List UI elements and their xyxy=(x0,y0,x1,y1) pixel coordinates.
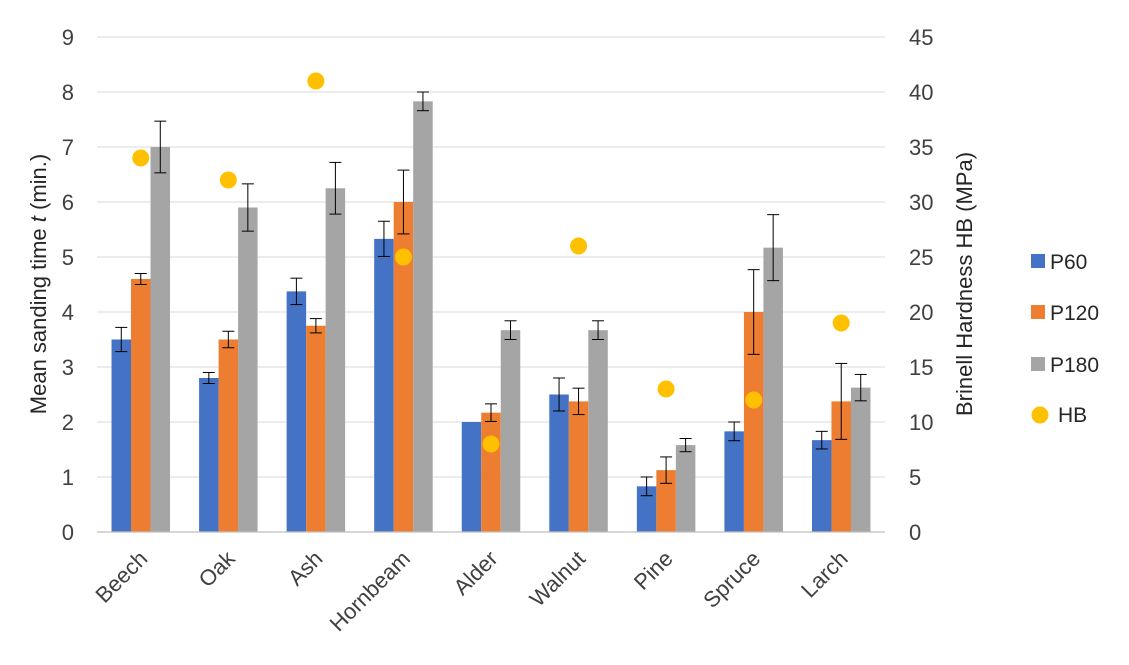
error-bars xyxy=(115,91,867,497)
category-label-hornbeam: Hornbeam xyxy=(325,546,415,636)
bar-p120-hornbeam xyxy=(393,202,414,532)
category-label-oak: Oak xyxy=(194,545,241,592)
bar-p120-walnut xyxy=(568,401,589,532)
y-tick-label: 7 xyxy=(62,135,74,160)
bar-p180-larch xyxy=(850,387,871,532)
legend-swatch-p120 xyxy=(1031,305,1045,319)
hb-point-pine xyxy=(657,380,675,398)
legend-label-hb: HB xyxy=(1058,404,1087,427)
y-axis-title: Mean sanding time t (min.) xyxy=(26,154,51,414)
bar-p60-walnut xyxy=(549,394,569,532)
y-tick-label: 6 xyxy=(62,190,74,215)
bar-p60-ash xyxy=(286,291,307,532)
category-label-spruce: Spruce xyxy=(698,546,765,613)
y-tick-label: 0 xyxy=(62,520,74,545)
bars xyxy=(111,101,871,532)
hb-point-oak xyxy=(219,171,237,189)
y2-tick-label: 10 xyxy=(909,410,933,435)
bar-p120-beech xyxy=(131,279,151,532)
bar-p60-alder xyxy=(461,422,482,532)
bar-p120-ash xyxy=(306,325,326,532)
bar-p60-oak xyxy=(199,378,219,532)
y2-tick-label: 0 xyxy=(909,520,921,545)
hb-point-alder xyxy=(482,435,500,453)
y2-tick-label: 40 xyxy=(909,80,933,105)
bar-p180-oak xyxy=(238,207,258,532)
bar-p120-pine xyxy=(656,470,676,532)
legend-marker-hb xyxy=(1031,406,1049,424)
legend-label-p180: P180 xyxy=(1050,354,1099,377)
bar-p180-hornbeam xyxy=(413,101,433,532)
legend-swatch-p60 xyxy=(1031,254,1045,268)
y-tick-label: 9 xyxy=(62,25,74,50)
hb-point-ash xyxy=(307,72,325,90)
legend-label-p60: P60 xyxy=(1050,251,1087,274)
bar-p180-ash xyxy=(325,188,346,532)
hb-point-spruce xyxy=(745,391,763,409)
hb-point-larch xyxy=(832,314,850,332)
bar-p180-pine xyxy=(675,445,696,532)
y-tick-label: 1 xyxy=(62,465,74,490)
hb-points xyxy=(132,72,850,453)
legend-item-p60: P60 xyxy=(1031,251,1087,274)
bar-p60-larch xyxy=(811,440,832,532)
bar-p180-walnut xyxy=(588,330,608,532)
category-label-alder: Alder xyxy=(449,546,503,600)
y2-tick-label: 45 xyxy=(909,25,933,50)
y-tick-label: 5 xyxy=(62,245,74,270)
y-tick-label: 3 xyxy=(62,355,74,380)
bar-p120-larch xyxy=(831,401,851,532)
legend-item-hb: HB xyxy=(1031,404,1087,427)
bar-p180-beech xyxy=(150,147,171,532)
bar-p60-spruce xyxy=(724,431,744,532)
y-tick-label: 2 xyxy=(62,410,74,435)
bar-p60-beech xyxy=(111,339,132,532)
bar-p120-spruce xyxy=(743,312,764,532)
y-tick-label: 8 xyxy=(62,80,74,105)
y2-tick-label: 30 xyxy=(909,190,933,215)
legend-swatch-p180 xyxy=(1031,357,1045,371)
category-label-ash: Ash xyxy=(283,546,327,590)
category-label-walnut: Walnut xyxy=(525,546,591,612)
category-label-larch: Larch xyxy=(796,546,853,603)
y2-tick-label: 35 xyxy=(909,135,933,160)
y2-tick-label: 20 xyxy=(909,300,933,325)
bar-p60-pine xyxy=(636,486,657,532)
y2-tick-label: 25 xyxy=(909,245,933,270)
bar-p60-hornbeam xyxy=(374,238,394,532)
bar-p180-spruce xyxy=(763,247,783,532)
legend-label-p120: P120 xyxy=(1050,302,1099,325)
y2-tick-label: 15 xyxy=(909,355,933,380)
category-label-pine: Pine xyxy=(629,546,678,595)
y2-tick-label: 5 xyxy=(909,465,921,490)
hb-point-beech xyxy=(132,149,150,167)
bar-p180-alder xyxy=(500,330,521,532)
right-axis-ticks: 0 5 10 15 20 25 30 35 40 45 xyxy=(909,25,933,545)
category-label-beech: Beech xyxy=(91,546,153,608)
hb-point-hornbeam xyxy=(394,248,412,266)
y2-axis-title: Brinell Hardness HB (MPa) xyxy=(952,152,977,416)
legend: P60 P120 P180 HB xyxy=(1031,251,1099,427)
bar-p120-alder xyxy=(481,412,501,532)
legend-item-p180: P180 xyxy=(1031,354,1099,377)
legend-item-p120: P120 xyxy=(1031,302,1099,325)
y-tick-label: 4 xyxy=(62,300,74,325)
hb-point-walnut xyxy=(570,237,588,255)
bar-p120-oak xyxy=(218,339,239,532)
left-axis-ticks: 0 1 2 3 4 5 6 7 8 9 xyxy=(62,25,74,545)
